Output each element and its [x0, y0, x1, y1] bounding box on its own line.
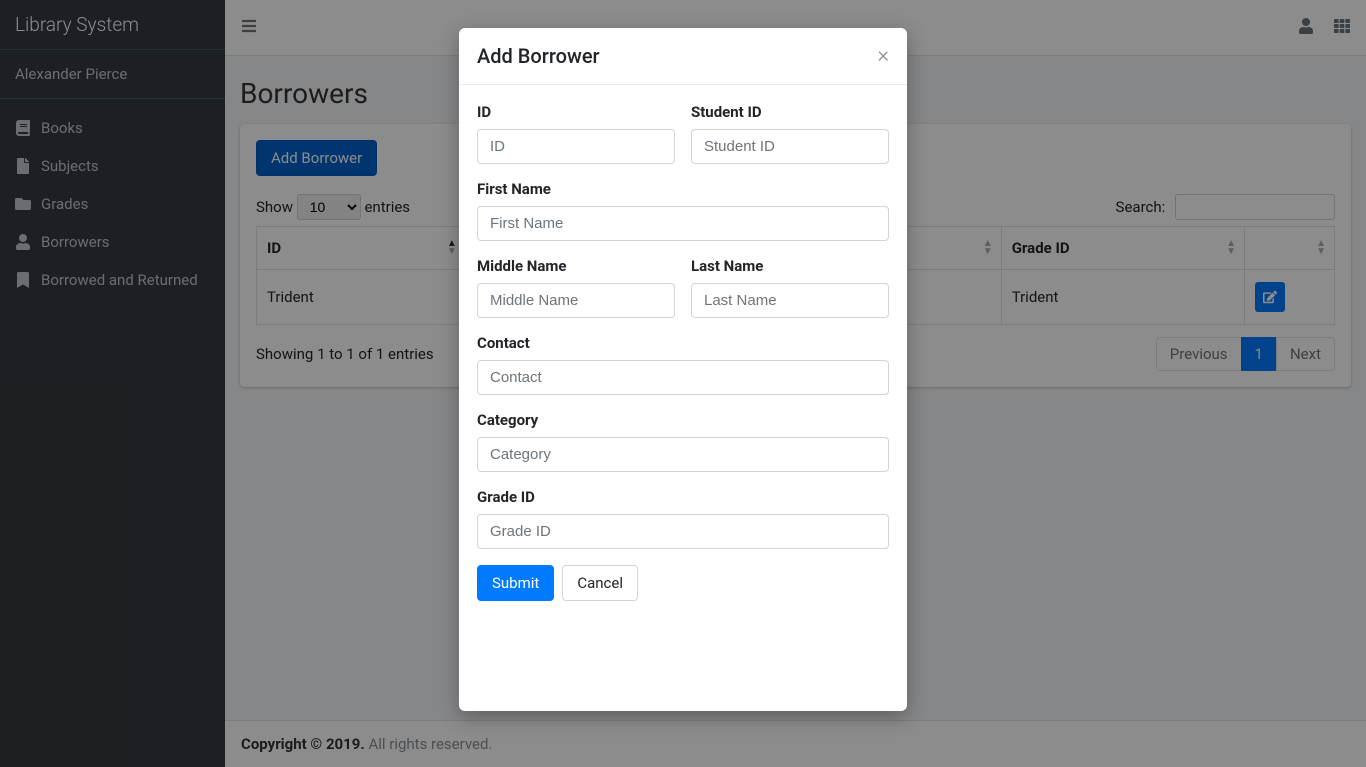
input-id[interactable]: [477, 129, 675, 164]
label-category: Category: [477, 411, 889, 429]
modal-title: Add Borrower: [477, 44, 600, 68]
input-last-name[interactable]: [691, 283, 889, 318]
label-student-id: Student ID: [691, 103, 889, 121]
label-id: ID: [477, 103, 675, 121]
label-last-name: Last Name: [691, 257, 889, 275]
input-student-id[interactable]: [691, 129, 889, 164]
cancel-button[interactable]: Cancel: [562, 565, 638, 601]
input-contact[interactable]: [477, 360, 889, 395]
modal-actions: Submit Cancel: [477, 565, 889, 601]
label-contact: Contact: [477, 334, 889, 352]
label-middle-name: Middle Name: [477, 257, 675, 275]
input-first-name[interactable]: [477, 206, 889, 241]
modal-header: Add Borrower ×: [459, 28, 907, 85]
submit-button[interactable]: Submit: [477, 565, 554, 601]
input-grade-id[interactable]: [477, 514, 889, 549]
add-borrower-modal: Add Borrower × ID Student ID First Name: [459, 28, 907, 711]
modal-body: ID Student ID First Name Middle Name: [459, 85, 907, 619]
close-icon[interactable]: ×: [877, 45, 889, 67]
input-category[interactable]: [477, 437, 889, 472]
label-first-name: First Name: [477, 180, 889, 198]
input-middle-name[interactable]: [477, 283, 675, 318]
label-grade-id: Grade ID: [477, 488, 889, 506]
modal-backdrop[interactable]: Add Borrower × ID Student ID First Name: [0, 0, 1366, 767]
